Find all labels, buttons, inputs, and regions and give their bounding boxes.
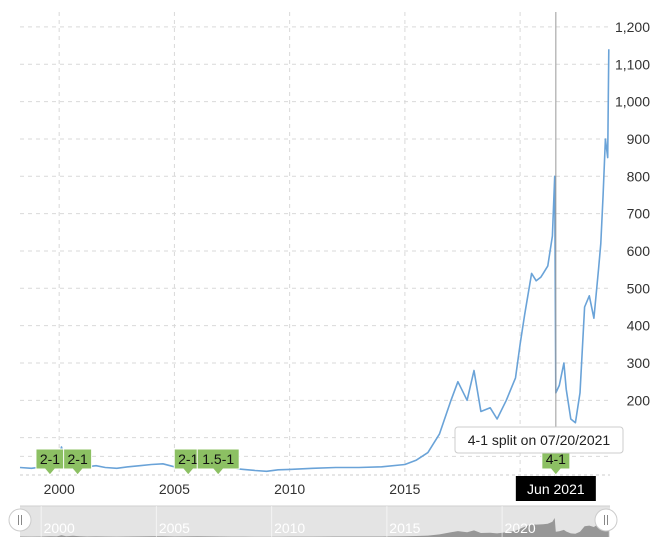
tooltip-box: [454, 426, 624, 454]
navigator-right-handle[interactable]: [594, 508, 618, 532]
split-flag[interactable]: 2-1: [173, 448, 203, 476]
x-tick-label: 2010: [274, 481, 305, 497]
navigator-tick-label: 2010: [274, 520, 305, 536]
split-flag-label: 4-1: [546, 451, 566, 467]
y-tick-label: 900: [627, 131, 651, 147]
split-flag-shape: [196, 448, 240, 476]
y-tick-label: 600: [627, 243, 651, 259]
crosshair-label: Jun 2021: [515, 476, 596, 501]
crosshair-label-bg: [515, 476, 596, 501]
split-flag[interactable]: 2-1: [63, 448, 93, 476]
x-tick-label: 2000: [44, 481, 75, 497]
split-tooltip: 4-1 split on 07/20/2021: [454, 426, 624, 454]
split-flag-label: 1.5-1: [202, 451, 234, 467]
grip-handle-icon: [604, 515, 608, 525]
y-tick-label: 700: [627, 206, 651, 222]
navigator-tick-label: 2020: [505, 520, 536, 536]
grip-handle-icon: [18, 515, 22, 525]
grid-lines: [20, 12, 610, 475]
x-tick-label: 2015: [389, 481, 420, 497]
navigator-tick-label: 2000: [44, 520, 75, 536]
tooltip-layer: 4-1 split on 07/20/2021: [454, 426, 624, 454]
handle-knob[interactable]: [594, 508, 618, 532]
navigator[interactable]: 2000 2005 2010 2015 2020: [8, 505, 618, 537]
x-tick-label: 2005: [159, 481, 190, 497]
split-flag[interactable]: 2-1: [35, 448, 65, 476]
crosshair-label-text: Jun 2021: [527, 481, 585, 497]
y-tick-label: 1,000: [615, 94, 650, 110]
split-flag[interactable]: 1.5-1: [196, 448, 240, 476]
split-flag-label: 2-1: [68, 451, 88, 467]
handle-knob[interactable]: [8, 508, 32, 532]
y-tick-label: 500: [627, 280, 651, 296]
split-flag-label: 2-1: [40, 451, 60, 467]
split-flag[interactable]: 4-1: [541, 448, 571, 476]
y-tick-label: 800: [627, 168, 651, 184]
split-flag-shape: [63, 448, 93, 476]
y-tick-label: 300: [627, 355, 651, 371]
navigator-left-handle[interactable]: [8, 508, 32, 532]
price-line: [19, 49, 610, 473]
y-tick-label: 1,200: [615, 19, 650, 35]
split-flag-label: 2-1: [178, 451, 198, 467]
y-tick-label: 200: [627, 392, 651, 408]
navigator-series: [20, 509, 609, 537]
y-tick-label: 1,100: [615, 56, 650, 72]
navigator-tick-label: 2005: [159, 520, 190, 536]
x-axis-ticks: 2000 2005 2010 2015: [44, 481, 421, 497]
navigator-tick-label: 2015: [389, 520, 420, 536]
tooltip-text: 4-1 split on 07/20/2021: [468, 432, 611, 448]
y-axis-ticks: 200 300 400 500 600 700 800 900 1,000 1,100 1,200: [615, 19, 650, 408]
series-layer: [19, 49, 610, 473]
split-flags: 2-1 2-1 2-1 1.5-1 4-1: [35, 448, 571, 476]
y-tick-label: 400: [627, 318, 651, 334]
crosshair-layer: Jun 2021: [515, 12, 596, 501]
